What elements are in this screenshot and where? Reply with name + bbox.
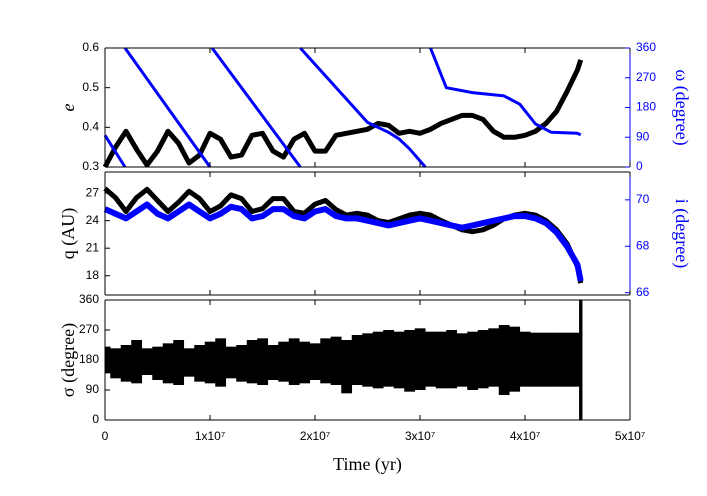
range-bar [162,343,174,384]
data-line [429,47,582,137]
x-tick-label: 4x10⁷ [510,429,540,443]
range-bar [288,338,300,385]
data-line [103,134,127,168]
data-line [210,47,302,168]
range-bar [467,331,479,390]
range-bar [530,332,542,387]
y-tick-label: 270 [79,322,99,336]
range-bar [131,340,143,384]
y-axis-label: σ (degree) [58,323,79,397]
y2-tick-label: 0 [636,159,643,173]
range-bar [330,336,342,385]
y-tick-label: 24 [86,213,100,227]
range-bar [551,332,563,387]
range-bar [519,331,531,387]
range-bar [446,330,458,389]
range-bar [173,340,185,385]
x-tick-label: 0 [102,429,109,443]
y-tick-label: 0.4 [82,120,99,134]
range-bar [257,338,269,385]
range-bar [320,338,332,384]
y2-tick-label: 70 [636,192,650,206]
y-axis-label: q (AU) [58,208,79,260]
y2-axis-label: ω (degree) [671,69,692,145]
data-line [102,59,584,169]
y2-tick-label: 68 [636,238,650,252]
y-tick-label: 0.3 [82,159,99,173]
range-bar [572,332,580,387]
y-tick-label: 0.6 [82,40,99,54]
range-bar [579,300,583,420]
range-bar [488,328,500,387]
range-bar [267,345,279,380]
y2-axis-label: i (degree) [671,199,692,268]
range-bar [561,332,573,387]
y-tick-label: 21 [86,240,100,254]
data-line [299,46,427,168]
x-axis-label: Time (yr) [333,454,402,475]
x-tick-label: 5x10⁷ [615,429,645,443]
range-bar [141,348,153,375]
range-bar [456,333,468,387]
range-bar [540,332,552,387]
range-bar [509,326,521,392]
y2-tick-label: 270 [636,70,656,84]
x-tick-label: 2x10⁷ [300,429,330,443]
y-tick-label: 18 [86,268,100,282]
range-bar [120,345,132,382]
y-tick-label: 360 [79,292,99,306]
range-bar [236,345,248,382]
range-bar [477,330,489,389]
y-tick-label: 90 [86,382,100,396]
range-bar [351,335,363,385]
y-axis-label: e [58,104,78,112]
range-bar [435,331,447,389]
range-bar [183,348,195,377]
range-bar [225,346,237,379]
y-tick-label: 0.5 [82,80,99,94]
range-bar [204,341,216,384]
range-bar [425,331,437,387]
y2-tick-label: 360 [636,40,656,54]
range-bar [278,341,290,382]
range-bar [215,338,227,387]
range-bar [372,331,384,389]
range-bar [404,330,416,392]
x-tick-label: 3x10⁷ [405,429,435,443]
y2-tick-label: 90 [636,129,650,143]
x-tick-label: 1x10⁷ [195,429,225,443]
range-bar [414,328,426,390]
range-bar [152,346,164,380]
range-bar [362,333,374,387]
data-line [103,186,584,284]
range-bar [309,343,321,380]
data-line [103,201,584,282]
range-bar [393,331,405,389]
range-bar [246,340,258,384]
y-tick-label: 180 [79,352,99,366]
y2-tick-label: 180 [636,100,656,114]
range-bar [383,330,395,387]
range-bar [498,325,510,395]
y-tick-label: 0 [92,412,99,426]
y-tick-label: 27 [86,185,100,199]
range-bar [299,341,311,384]
range-bar [341,340,353,394]
data-line [123,47,212,168]
y2-tick-label: 66 [636,285,650,299]
range-bar [110,348,122,379]
range-bar [194,345,206,382]
